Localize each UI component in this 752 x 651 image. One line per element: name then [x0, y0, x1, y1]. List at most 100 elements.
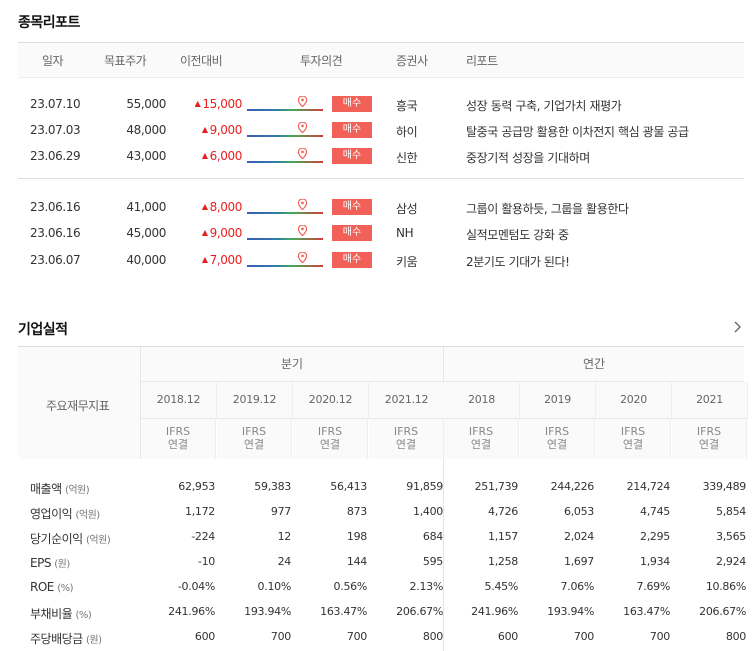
report-section-title: 종목리포트 [18, 15, 80, 31]
report-firm: 흥국 [396, 99, 418, 113]
report-date: 23.06.29 [30, 149, 81, 163]
metric-value: 1,157 [488, 530, 518, 543]
metric-value: 206.67% [396, 605, 443, 618]
metric-value: 7.06% [560, 580, 595, 593]
metric-value: 193.94% [547, 605, 594, 618]
metric-value: 0.10% [257, 580, 292, 593]
report-date: 23.06.07 [30, 253, 81, 267]
location-pin-icon [297, 122, 308, 133]
metric-label: 주당배당금 (원) [30, 632, 102, 646]
earnings-section-title: 기업실적 [18, 322, 68, 338]
period-header: 2020.12 [293, 382, 369, 419]
report-row[interactable]: 23.06.29 43,000 ▲ 6,000 매수 신한 중장기적 성장을 기대하며 [18, 144, 744, 170]
row-header-label: 주요재무지표 [46, 399, 110, 413]
report-title-link[interactable]: 그룹이 활용하듯, 그룹을 활용한다 [466, 202, 629, 216]
metric-value: 251,739 [474, 480, 519, 493]
metric-value: 700 [270, 630, 291, 643]
financial-row: ROE (%) -0.04% 0.10% 0.56% 2.13% 5.45% 7.06% 7.… [18, 575, 746, 600]
metric-value: 4,726 [488, 505, 518, 518]
metric-value: 873 [346, 505, 367, 518]
location-pin-icon [297, 199, 308, 210]
metric-value: 684 [422, 530, 443, 543]
metric-value: 977 [270, 505, 291, 518]
metric-value: 700 [346, 630, 367, 643]
earnings-table: 주요재무지표 분기 연간 2018.12 IFRS 연결 2019.12 IFRS 연결 2… [18, 346, 748, 651]
metric-value: 163.47% [623, 605, 670, 618]
metric-value: 4,745 [640, 505, 670, 518]
metric-value: 56,413 [330, 480, 367, 493]
metric-value: 198 [346, 530, 367, 543]
financial-row: 매출액 (억원) 62,953 59,383 56,413 91,859 251,739 2… [18, 475, 747, 500]
report-row[interactable]: 23.07.10 55,000 ▲ 15,000 매수 흥국 성장 동력 구축, 기업가치 … [18, 92, 744, 118]
report-change: ▲ 8,000 [201, 200, 243, 214]
metric-value: 5.45% [484, 580, 519, 593]
report-target-price: 43,000 [126, 149, 166, 163]
report-title-link[interactable]: 탈중국 공급망 활용한 이차전지 핵심 광물 공급 [466, 125, 689, 139]
period-header: 2019 [520, 382, 596, 419]
metric-value: 339,489 [702, 480, 747, 493]
col-report: 리포트 [466, 54, 498, 68]
opinion-badge: 매수 [332, 122, 372, 138]
financial-row: EPS (원) -10 24 144 595 1,258 1,697 1,934 2,924 [18, 550, 746, 575]
metric-value: 2,924 [716, 555, 746, 568]
report-row[interactable]: 23.06.07 40,000 ▲ 7,000 매수 키움 2분기도 기대가 된다! [18, 248, 744, 274]
report-firm: 삼성 [396, 202, 418, 216]
accounting-basis: IFRS 연결 [672, 419, 747, 459]
group-quarterly: 분기 [141, 347, 443, 382]
metric-value: 144 [346, 555, 367, 568]
metric-value: 600 [194, 630, 215, 643]
group-separator [443, 347, 444, 651]
metric-value: 7.69% [636, 580, 671, 593]
accounting-basis: IFRS 연결 [369, 419, 444, 459]
metric-value: -224 [191, 530, 215, 543]
opinion-gauge [247, 225, 323, 243]
report-title-link[interactable]: 중장기적 성장을 기대하며 [466, 151, 590, 165]
accounting-basis: IFRS 연결 [141, 419, 216, 459]
financial-row: 주당배당금 (원) 600 700 700 800 600 700 700 800 [18, 625, 746, 650]
report-target-price: 48,000 [126, 123, 166, 137]
report-target-price: 41,000 [126, 200, 166, 214]
report-row[interactable]: 23.06.16 45,000 ▲ 9,000 매수 NH 실적모멘텀도 강화 중 [18, 221, 744, 247]
metric-label: ROE (%) [30, 580, 74, 594]
location-pin-icon [297, 225, 308, 236]
metric-value: 193.94% [244, 605, 291, 618]
up-triangle-icon: ▲ [194, 99, 201, 108]
report-title-link[interactable]: 실적모멘텀도 강화 중 [466, 228, 569, 242]
metric-value: 800 [422, 630, 443, 643]
financial-row: 당기순이익 (억원) -224 12 198 684 1,157 2,024 2,295 3,5… [18, 525, 746, 550]
metric-value: 163.47% [320, 605, 367, 618]
opinion-badge: 매수 [332, 225, 372, 241]
metric-label: 매출액 (억원) [30, 482, 90, 496]
metric-value: 24 [277, 555, 292, 568]
metric-label: 영업이익 (억원) [30, 507, 100, 521]
metric-value: 241.96% [471, 605, 518, 618]
report-row[interactable]: 23.06.16 41,000 ▲ 8,000 매수 삼성 그룹이 활용하듯, 그룹을 활용… [18, 195, 744, 221]
report-firm: 키움 [396, 255, 418, 269]
report-title-link[interactable]: 성장 동력 구축, 기업가치 재평가 [466, 99, 622, 113]
metric-label: 부채비율 (%) [30, 607, 92, 621]
metric-value: 5,854 [716, 505, 746, 518]
row-header-cell: 주요재무지표 [18, 347, 141, 459]
opinion-gauge [247, 122, 323, 140]
metric-value: 700 [649, 630, 670, 643]
metric-value: 91,859 [406, 480, 443, 493]
report-change: ▲ 15,000 [194, 97, 243, 111]
metric-value: 2,024 [564, 530, 594, 543]
period-header: 2018 [444, 382, 520, 419]
period-header: 2021 [672, 382, 748, 419]
report-title-link[interactable]: 2분기도 기대가 된다! [466, 255, 570, 269]
metric-value: 595 [422, 555, 443, 568]
up-triangle-icon: ▲ [201, 125, 208, 134]
report-date: 23.07.03 [30, 123, 81, 137]
col-target-price: 목표주가 [104, 54, 147, 68]
metric-value: 10.86% [705, 580, 746, 593]
chevron-right-icon[interactable] [734, 320, 742, 336]
report-row[interactable]: 23.07.03 48,000 ▲ 9,000 매수 하이 탈중국 공급망 활용한 이차전지… [18, 118, 744, 144]
metric-value: 1,400 [413, 505, 443, 518]
period-header: 2020 [596, 382, 672, 419]
up-triangle-icon: ▲ [201, 151, 208, 160]
group-annual: 연간 [444, 347, 744, 382]
financial-row: 영업이익 (억원) 1,172 977 873 1,400 4,726 6,053 4,745… [18, 500, 746, 525]
metric-value: 1,258 [488, 555, 518, 568]
